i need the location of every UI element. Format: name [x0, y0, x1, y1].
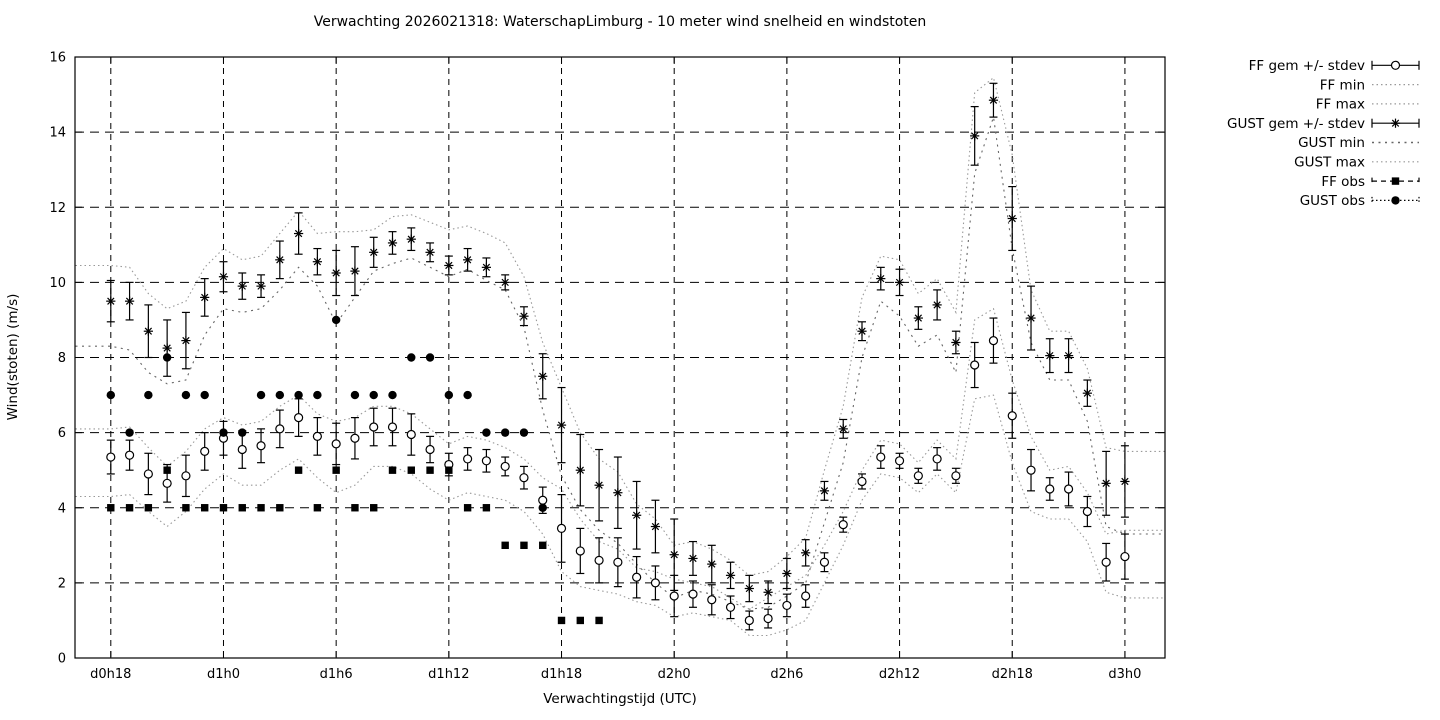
- x-tick-label: d0h18: [90, 667, 131, 682]
- chart-title: Verwachting 2026021318: WaterschapLimbur…: [314, 14, 927, 30]
- y-tick-label: 12: [49, 201, 66, 216]
- legend-label: GUST gem +/- stdev: [1227, 116, 1365, 132]
- legend-label: GUST obs: [1300, 193, 1365, 209]
- legend-entry: FF max: [1316, 97, 1419, 113]
- series-ff-gem: [106, 317, 1130, 631]
- series-ff-obs: [107, 466, 603, 625]
- series-gust-gem: [106, 82, 1130, 605]
- x-tick-label: d2h0: [658, 667, 691, 682]
- series-ff-min: [75, 394, 1165, 637]
- legend-label: FF min: [1320, 77, 1365, 93]
- legend: FF gem +/- stdev FF min FF max GUST gem +/-…: [1227, 58, 1420, 209]
- legend-entry: GUST min: [1298, 135, 1419, 151]
- x-axis-title: Verwachtingstijd (UTC): [543, 691, 697, 707]
- legend-entry: GUST gem +/- stdev: [1227, 116, 1420, 132]
- y-tick-label: 16: [49, 51, 66, 66]
- y-tick-label: 4: [58, 501, 66, 516]
- y-tick-label: 2: [58, 576, 66, 591]
- legend-entry: FF obs: [1321, 174, 1420, 190]
- grid-layer: d0h18 d1h0 d1h6 d1h12 d1h18 d2h0 d2h6 d2h12 d2h1…: [49, 51, 1165, 682]
- y-tick-label: 0: [58, 652, 66, 667]
- x-tick-label: d3h0: [1108, 667, 1141, 682]
- x-tick-label: d1h18: [541, 667, 582, 682]
- x-tick-label: d2h6: [770, 667, 803, 682]
- legend-label: FF max: [1316, 97, 1365, 113]
- series-gust-obs: [106, 315, 547, 512]
- legend-label: FF obs: [1321, 174, 1365, 190]
- x-tick-label: d2h12: [879, 667, 920, 682]
- legend-label: GUST min: [1298, 135, 1365, 151]
- x-tick-label: d2h18: [992, 667, 1033, 682]
- legend-entry: FF min: [1320, 77, 1419, 93]
- y-tick-label: 14: [49, 126, 66, 141]
- legend-entry: FF gem +/- stdev: [1249, 58, 1420, 74]
- y-tick-label: 10: [49, 276, 66, 291]
- series-gust-min: [75, 116, 1165, 610]
- y-tick-label: 8: [58, 351, 66, 366]
- legend-entry: GUST max: [1294, 155, 1419, 171]
- y-axis-title: Wind(stoten) (m/s): [5, 294, 21, 421]
- series-layer: [75, 76, 1165, 637]
- legend-entry: GUST obs: [1300, 193, 1420, 209]
- x-tick-label: d1h0: [207, 667, 240, 682]
- series-gust-max: [75, 76, 1165, 576]
- legend-label: GUST max: [1294, 155, 1365, 171]
- plot-border: [74, 56, 1166, 659]
- x-tick-label: d1h12: [428, 667, 469, 682]
- plot-frame: [74, 56, 1166, 659]
- y-tick-label: 6: [58, 426, 66, 441]
- x-tick-label: d1h6: [320, 667, 353, 682]
- legend-label: FF gem +/- stdev: [1249, 58, 1365, 74]
